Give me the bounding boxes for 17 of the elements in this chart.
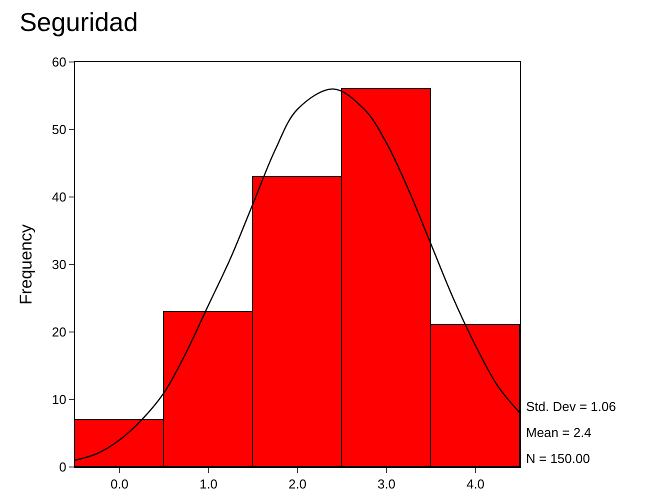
x-tick-label: 1.0 xyxy=(199,476,218,492)
y-tick-label: 50 xyxy=(52,122,66,138)
y-tick-label: 60 xyxy=(52,54,66,70)
y-tick-label: 40 xyxy=(52,190,66,205)
y-axis-title: Frequency xyxy=(16,224,36,305)
text: Mean = 2.4 xyxy=(526,425,592,440)
text: N = 150.00 xyxy=(526,451,590,466)
x-tick-label: 2.0 xyxy=(288,476,307,492)
y-tick-label: 0 xyxy=(59,460,66,475)
y-tick-label: 30 xyxy=(52,257,66,272)
x-tick-label: 3.0 xyxy=(377,476,396,492)
x-tick-label: 4.0 xyxy=(466,476,485,492)
y-tick-label: 20 xyxy=(52,324,66,340)
chart-title: Seguridad xyxy=(19,6,138,37)
text: Std. Dev = 1.06 xyxy=(526,399,616,414)
y-tick-label: 10 xyxy=(52,392,66,408)
x-tick-label: 0.0 xyxy=(110,476,129,492)
